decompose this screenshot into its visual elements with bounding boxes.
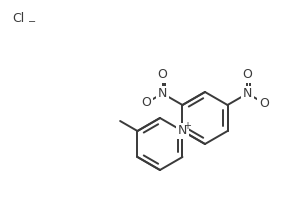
Text: N: N <box>158 87 167 100</box>
Text: O: O <box>242 68 252 81</box>
Text: +: + <box>184 121 192 131</box>
Text: N: N <box>178 124 187 137</box>
Text: N: N <box>243 87 252 100</box>
Text: O: O <box>141 96 151 110</box>
Text: −: − <box>28 17 36 27</box>
Text: Cl: Cl <box>12 11 24 24</box>
Text: O: O <box>158 68 168 81</box>
Text: O: O <box>259 96 269 110</box>
